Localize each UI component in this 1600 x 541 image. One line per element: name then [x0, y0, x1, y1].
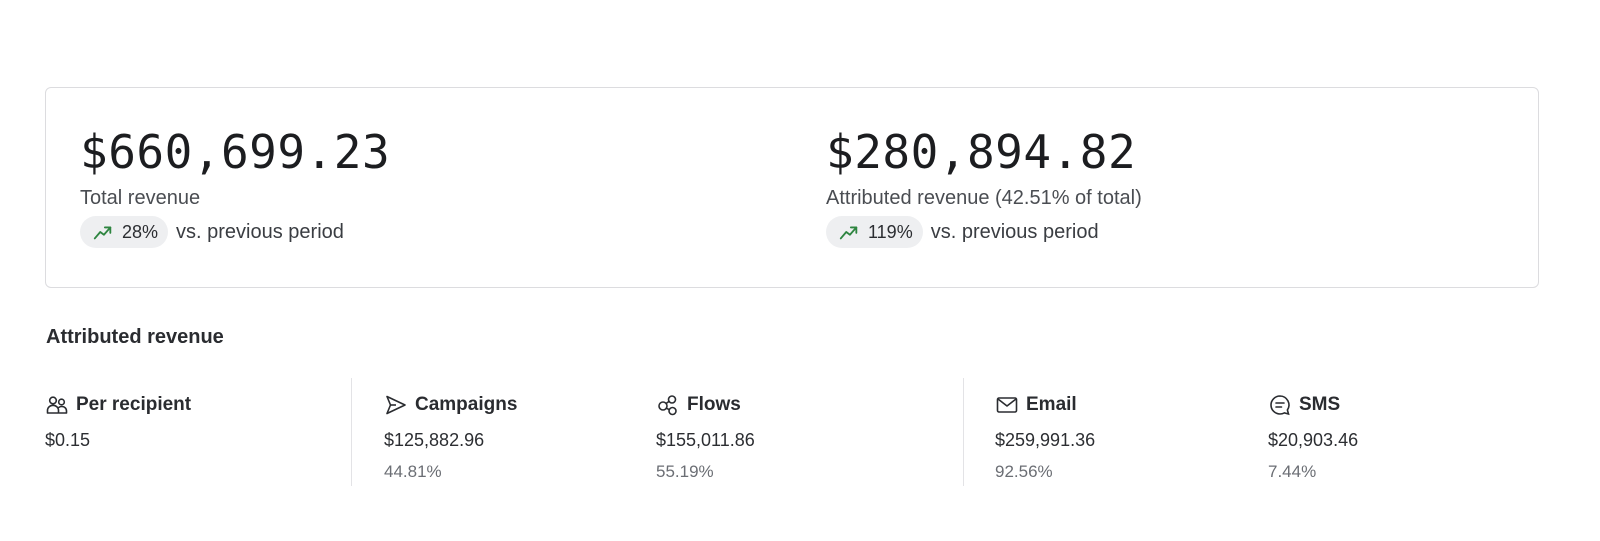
attributed-revenue-heading: Attributed revenue — [46, 326, 224, 348]
metric-label: SMS — [1299, 394, 1341, 415]
total-revenue-stat: $660,699.23 Total revenue 28% vs. previo… — [80, 122, 390, 248]
metric-label: Campaigns — [415, 394, 518, 415]
attributed-revenue-value: $280,894.82 — [826, 125, 1137, 179]
change-badge: 119% — [826, 216, 923, 248]
metric-label: Flows — [687, 394, 741, 415]
attributed-revenue-label: Attributed revenue (42.51% of total) — [826, 187, 1142, 209]
change-percent: 119% — [868, 221, 913, 242]
trend-up-icon — [839, 226, 858, 240]
change-percent: 28% — [122, 221, 159, 242]
metric-value: $0.15 — [45, 430, 91, 450]
metric-per-recipient: Per recipient $0.15 — [45, 392, 191, 451]
attributed-revenue-stat: $280,894.82 Attributed revenue (42.51% o… — [826, 122, 1142, 248]
send-icon — [386, 395, 406, 415]
flows-icon — [658, 395, 677, 416]
metric-value: $125,882.96 — [384, 430, 485, 450]
people-icon — [46, 396, 68, 414]
total-revenue-label: Total revenue — [80, 187, 201, 209]
metric-label: Per recipient — [76, 394, 192, 415]
message-icon — [1270, 395, 1290, 416]
metric-percent: 7.44% — [1268, 462, 1317, 481]
change-badge: 28% — [80, 216, 169, 248]
metric-email: Email $259,991.36 92.56% — [995, 392, 1095, 482]
metric-percent: 55.19% — [656, 462, 714, 481]
trend-up-icon — [93, 226, 112, 240]
divider — [963, 378, 964, 486]
divider — [351, 378, 352, 486]
envelope-icon — [996, 397, 1018, 413]
metric-label: Email — [1026, 394, 1077, 415]
metric-value: $20,903.46 — [1268, 430, 1359, 450]
metric-value: $155,011.86 — [656, 430, 755, 450]
metric-value: $259,991.36 — [995, 430, 1096, 450]
total-revenue-value: $660,699.23 — [80, 125, 391, 179]
metric-sms: SMS $20,903.46 7.44% — [1268, 392, 1358, 482]
attributed-metrics: Per recipient $0.15 Campaigns $125,882.9… — [0, 378, 1600, 488]
change-suffix: vs. previous period — [176, 220, 344, 243]
metric-percent: 92.56% — [995, 462, 1053, 481]
revenue-summary-card: $660,699.23 Total revenue 28% vs. previo… — [45, 87, 1539, 288]
metric-campaigns: Campaigns $125,882.96 44.81% — [384, 392, 517, 482]
metric-percent: 44.81% — [384, 462, 442, 481]
change-suffix: vs. previous period — [930, 220, 1099, 243]
attributed-revenue-change: 119% vs. previous period — [826, 216, 1142, 248]
total-revenue-change: 28% vs. previous period — [80, 216, 390, 248]
metric-flows: Flows $155,011.86 55.19% — [656, 392, 755, 482]
